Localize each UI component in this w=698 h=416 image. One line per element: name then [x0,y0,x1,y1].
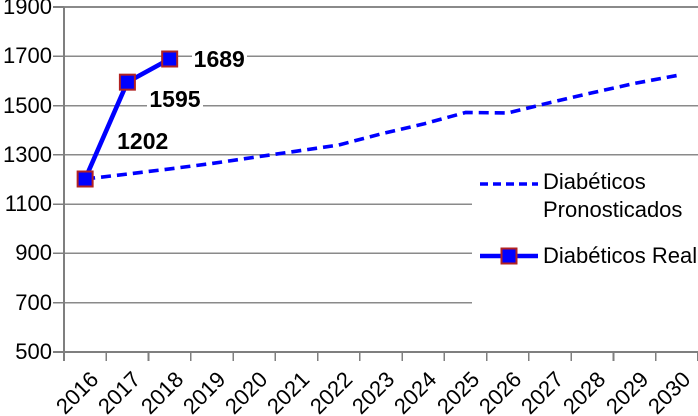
data-point-marker-2017[interactable] [118,73,136,91]
data-point-marker-2016[interactable] [76,170,94,188]
legend-item-pronosticados[interactable]: Diabéticos Pronosticados [480,168,698,224]
y-axis-label: 1500 [3,92,52,118]
dashed-line-sample-icon [480,182,538,186]
data-label-1689: 1689 [191,45,247,72]
y-axis-label: 500 [15,339,52,364]
y-axis-label: 1100 [4,191,52,217]
y-axis-label: 900 [15,240,52,266]
legend: Diabéticos Pronosticados Diabéticos Real [472,158,698,316]
solid-line-marker-sample-icon [480,247,538,265]
legend-label-real: Diabéticos Real [543,243,698,268]
y-axis-label: 1300 [3,141,52,167]
y-axis-label: 1700 [3,43,52,69]
series-pronosticados-line[interactable] [84,73,678,181]
legend-item-real[interactable]: Diabéticos Real [480,242,697,270]
data-point-marker-2018[interactable] [161,50,179,68]
y-axis-label: 1900 [3,0,52,19]
data-label-1202: 1202 [115,128,171,154]
legend-label-pronosticados: Diabéticos Pronosticados [543,169,683,222]
data-label-1595: 1595 [147,86,203,113]
y-axis-label: 700 [15,289,52,315]
